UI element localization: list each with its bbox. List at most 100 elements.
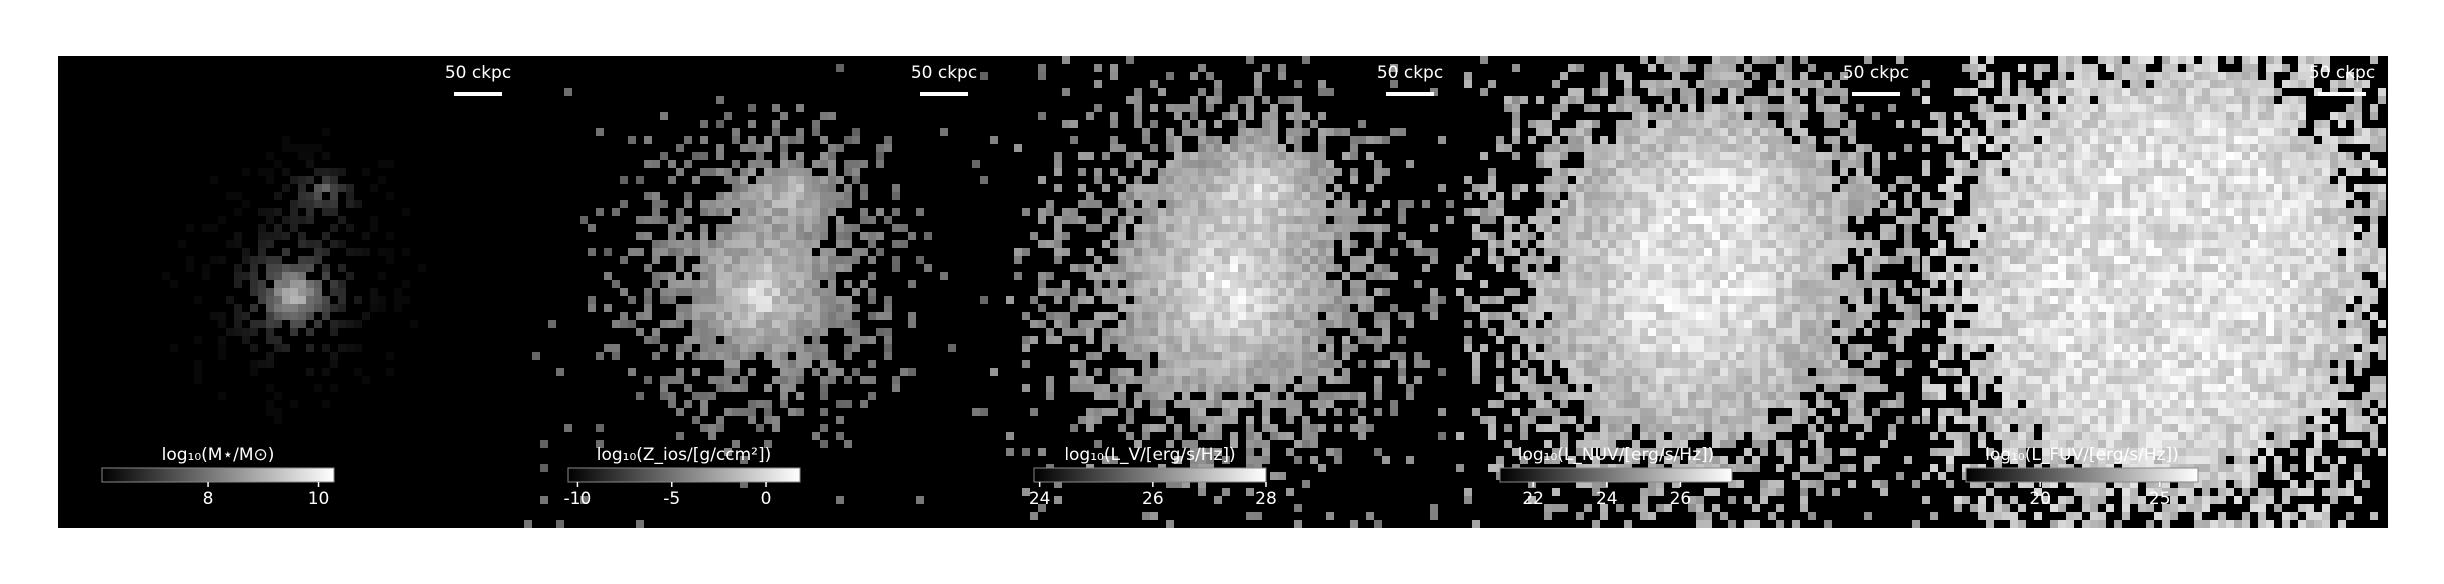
image-pixel [1568, 360, 1576, 368]
image-pixel [812, 328, 820, 336]
image-pixel [1182, 312, 1190, 320]
image-pixel [820, 384, 828, 392]
image-pixel [1728, 56, 1736, 64]
image-pixel [1592, 440, 1600, 448]
image-pixel [1922, 192, 1930, 200]
image-pixel [644, 264, 652, 272]
image-pixel [724, 200, 732, 208]
image-pixel [386, 352, 394, 360]
image-pixel [1648, 208, 1656, 216]
image-pixel [1656, 224, 1664, 232]
image-pixel [1904, 176, 1912, 184]
image-pixel [1752, 184, 1760, 192]
image-pixel [290, 400, 298, 408]
image-pixel [2010, 112, 2018, 120]
image-pixel [1046, 208, 1054, 216]
image-pixel [1158, 304, 1166, 312]
image-pixel [1342, 376, 1350, 384]
image-pixel [282, 288, 290, 296]
image-pixel [218, 312, 226, 320]
image-pixel [1222, 384, 1230, 392]
image-pixel [1070, 376, 1078, 384]
image-pixel [1696, 384, 1704, 392]
image-pixel [684, 384, 692, 392]
image-pixel [1326, 256, 1334, 264]
image-pixel [1640, 384, 1648, 392]
image-pixel [1190, 192, 1198, 200]
image-pixel [290, 288, 298, 296]
image-pixel [1142, 344, 1150, 352]
image-pixel [1616, 376, 1624, 384]
image-pixel [1704, 248, 1712, 256]
image-pixel [732, 296, 740, 304]
image-pixel [1632, 248, 1640, 256]
image-pixel [1230, 440, 1238, 448]
image-pixel [732, 352, 740, 360]
image-pixel [1954, 88, 1962, 96]
image-pixel [1704, 352, 1712, 360]
image-pixel [1134, 280, 1142, 288]
colorbar-tick-label: 26 [1670, 489, 1692, 509]
image-pixel [1994, 184, 2002, 192]
image-pixel [748, 168, 756, 176]
image-pixel [812, 320, 820, 328]
image-pixel [1464, 304, 1472, 312]
image-pixel [1014, 256, 1022, 264]
image-pixel [1262, 240, 1270, 248]
image-pixel [1584, 440, 1592, 448]
image-pixel [876, 144, 884, 152]
image-pixel [716, 96, 724, 104]
image-pixel [1776, 256, 1784, 264]
image-pixel [692, 152, 700, 160]
image-pixel [1648, 448, 1656, 456]
image-pixel [250, 360, 258, 368]
image-pixel [1278, 384, 1286, 392]
image-pixel [1704, 512, 1712, 520]
image-pixel [820, 392, 828, 400]
image-pixel [1824, 240, 1832, 248]
image-pixel [804, 192, 812, 200]
image-pixel [1816, 240, 1824, 248]
image-pixel [1688, 400, 1696, 408]
image-pixel [1656, 376, 1664, 384]
image-pixel [1680, 112, 1688, 120]
image-pixel [1808, 240, 1816, 248]
image-pixel [1688, 152, 1696, 160]
image-pixel [1592, 216, 1600, 224]
image-pixel [1342, 304, 1350, 312]
image-pixel [1576, 128, 1584, 136]
image-pixel [1640, 224, 1648, 232]
image-pixel [692, 416, 700, 424]
image-pixel [700, 152, 708, 160]
image-pixel [1632, 456, 1640, 464]
image-pixel [290, 200, 298, 208]
image-pixel [852, 304, 860, 312]
image-pixel [844, 224, 852, 232]
image-pixel [1632, 208, 1640, 216]
image-pixel [1254, 376, 1262, 384]
image-pixel [1688, 192, 1696, 200]
image-pixel [1568, 304, 1576, 312]
image-pixel [1142, 368, 1150, 376]
image-pixel [1728, 80, 1736, 88]
image-pixel [828, 184, 836, 192]
image-pixel [1696, 256, 1704, 264]
image-pixel [828, 144, 836, 152]
image-pixel [796, 224, 804, 232]
image-pixel [1238, 400, 1246, 408]
image-pixel [1142, 320, 1150, 328]
image-pixel [844, 232, 852, 240]
image-pixel [1286, 232, 1294, 240]
image-pixel [772, 184, 780, 192]
image-pixel [1496, 264, 1504, 272]
image-pixel [1134, 96, 1142, 104]
image-pixel [1776, 488, 1784, 496]
image-pixel [1334, 320, 1342, 328]
image-pixel [980, 72, 988, 80]
image-pixel [1286, 112, 1294, 120]
image-pixel [1888, 184, 1896, 192]
image-pixel [2002, 264, 2010, 272]
image-pixel [1856, 200, 1864, 208]
image-pixel [1262, 256, 1270, 264]
image-pixel [1800, 296, 1808, 304]
